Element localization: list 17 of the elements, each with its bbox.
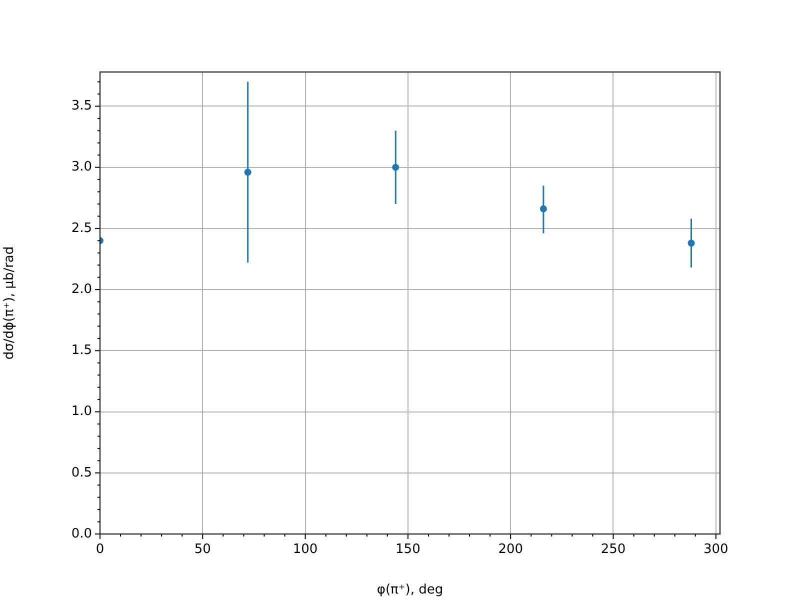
y-tick-label: 1.0 [71, 404, 92, 420]
y-axis-title: dσ/dϕ(π⁺), μb/rad [2, 246, 18, 360]
x-tick-label: 250 [600, 542, 626, 558]
x-tick-label: 100 [292, 542, 318, 558]
y-tick-label: 0.5 [71, 465, 92, 480]
x-tick-label: 300 [703, 542, 728, 558]
y-tick-label: 0.0 [71, 526, 92, 542]
y-tick-label: 3.0 [71, 160, 92, 175]
y-tick-label: 1.5 [71, 343, 92, 358]
y-tick-label: 3.5 [71, 98, 92, 114]
x-tick-label: 150 [396, 542, 420, 558]
x-tick-label: 50 [194, 542, 211, 558]
x-tick-label: 0 [96, 542, 104, 558]
y-tick-label: 2.5 [71, 220, 92, 236]
x-tick-label: 200 [498, 542, 524, 558]
y-tick-label: 2.0 [71, 282, 92, 297]
x-axis-title: φ(π⁺), deg [376, 582, 444, 598]
